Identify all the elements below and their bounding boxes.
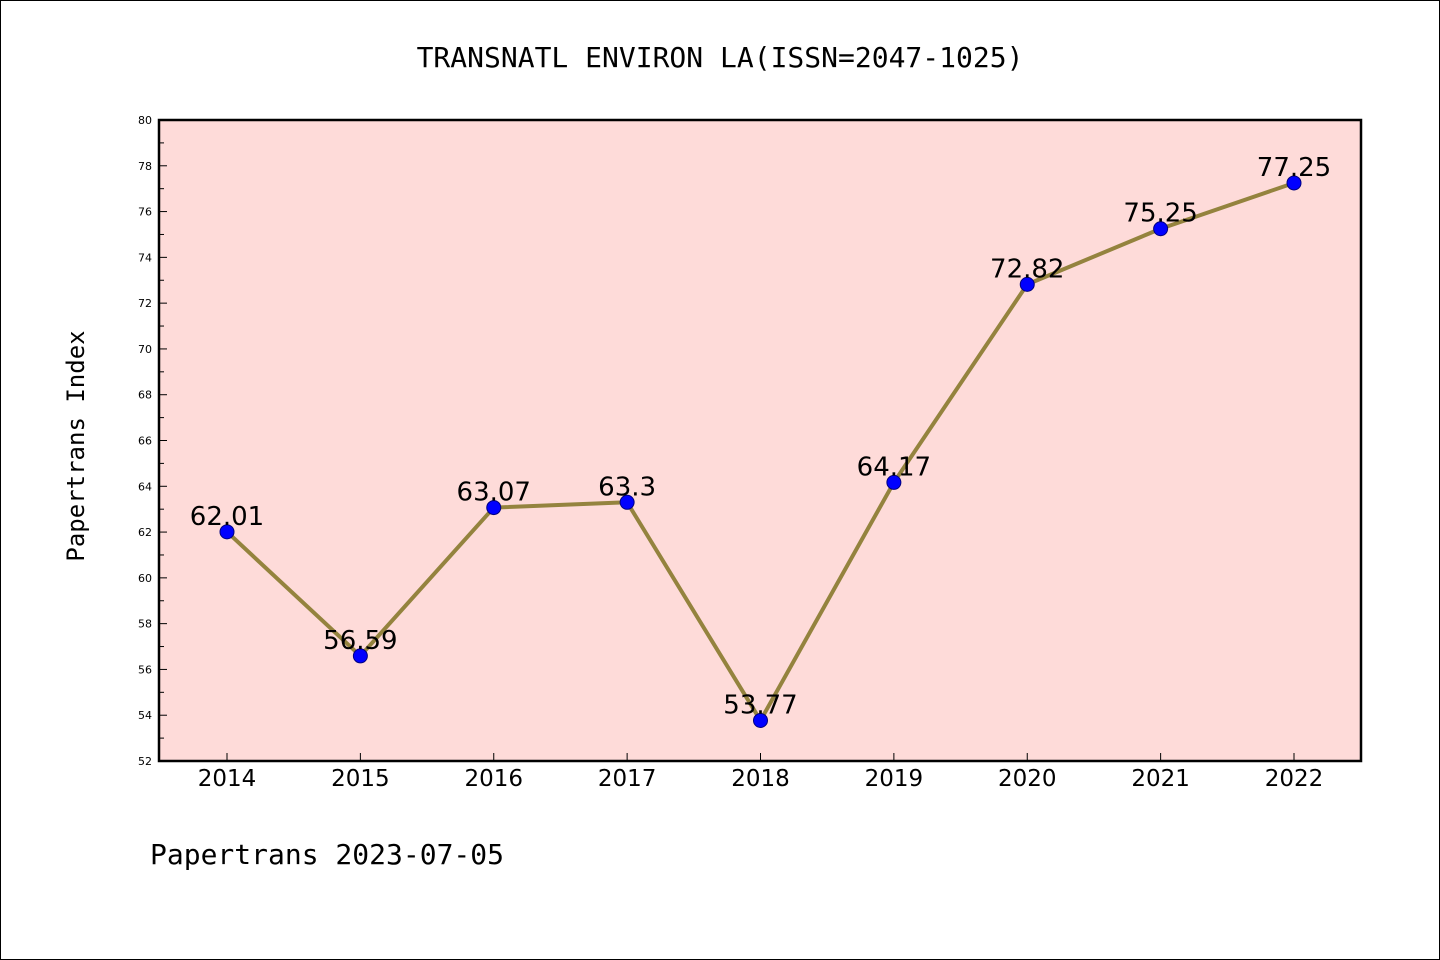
data-point: [486, 500, 502, 516]
y-tick-label: 74: [138, 251, 152, 264]
y-tick-label: 68: [138, 389, 152, 402]
x-tick-label: 2020: [998, 766, 1057, 792]
data-label: 53.77: [723, 690, 797, 720]
y-tick-label: 52: [138, 755, 152, 768]
x-tick-label: 2018: [731, 766, 790, 792]
y-tick-label: 70: [138, 343, 152, 356]
data-point: [1019, 276, 1035, 292]
y-tick-label: 54: [138, 709, 152, 722]
y-tick-label: 62: [138, 526, 152, 539]
y-tick-label: 60: [138, 572, 152, 585]
plot-border: [157, 118, 1363, 763]
y-tick-label: 66: [138, 435, 152, 448]
data-point: [886, 474, 902, 490]
x-tick-label: 2014: [198, 766, 257, 792]
y-tick-label: 56: [138, 663, 152, 676]
y-tick-label: 76: [138, 206, 152, 219]
data-point: [1153, 221, 1169, 237]
y-tick-label: 64: [138, 480, 152, 493]
chart-title: TRANSNATL ENVIRON LA(ISSN=2047-1025): [417, 41, 1024, 74]
x-tick-label: 2021: [1131, 766, 1190, 792]
series-layer: [219, 175, 1302, 728]
data-label: 63.3: [598, 472, 656, 502]
data-point: [1286, 175, 1302, 191]
x-tick-label: 2016: [464, 766, 523, 792]
data-point: [219, 524, 235, 540]
y-tick-label: 72: [138, 297, 152, 310]
data-label: 77.25: [1257, 153, 1331, 183]
x-tick-label: 2022: [1265, 766, 1324, 792]
data-point: [753, 712, 768, 728]
data-point: [352, 648, 368, 664]
y-tick-label: 78: [138, 160, 152, 173]
x-axis-ticks: 2014 2015 2016 2017 2018 2019 2020 2021 2022: [198, 753, 1324, 792]
x-tick-label: 2015: [331, 766, 390, 792]
data-label: 63.07: [457, 478, 531, 508]
y-axis-label: Papertrans Index: [62, 330, 90, 561]
data-point: [619, 494, 635, 510]
y-axis-ticks: 52 54 56 58 60 62 64 66 68 70 72 74 76 78 80: [138, 114, 167, 768]
y-tick-label: 80: [138, 114, 152, 127]
data-label: 72.82: [990, 254, 1064, 284]
data-label: 56.59: [323, 626, 397, 656]
data-label: 62.01: [190, 502, 264, 532]
data-labels: 62.01 56.59 63.07 63.3 53.77 64.17 72.82 75.25 7…: [190, 153, 1331, 721]
x-tick-label: 2017: [598, 766, 657, 792]
y-tick-label: 58: [138, 618, 152, 631]
data-label: 75.25: [1123, 199, 1197, 229]
x-tick-label: 2019: [865, 766, 924, 792]
data-label: 64.17: [857, 452, 931, 482]
footer-text: Papertrans 2023-07-05: [150, 838, 504, 871]
